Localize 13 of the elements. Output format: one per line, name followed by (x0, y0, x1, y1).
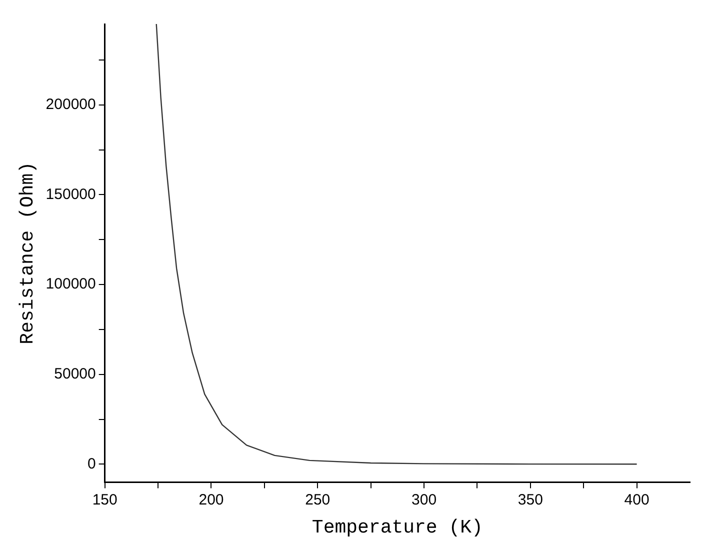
x-tick-label: 250 (305, 491, 330, 508)
y-axis-title: Resistance (Ohm) (16, 162, 38, 344)
y-tick-label: 150000 (46, 186, 96, 203)
y-tick-label: 0 (88, 455, 96, 472)
x-axis-title: Temperature (K) (312, 516, 483, 539)
x-tick-label: 400 (624, 491, 650, 508)
y-tick-label: 100000 (46, 276, 96, 293)
x-tick-label: 150 (92, 491, 118, 508)
x-tick-label: 200 (198, 491, 224, 508)
y-tick-label: 50000 (54, 366, 96, 383)
x-tick-label: 350 (518, 491, 543, 508)
y-tick-label: 200000 (46, 96, 96, 113)
x-tick-label: 300 (412, 491, 437, 508)
